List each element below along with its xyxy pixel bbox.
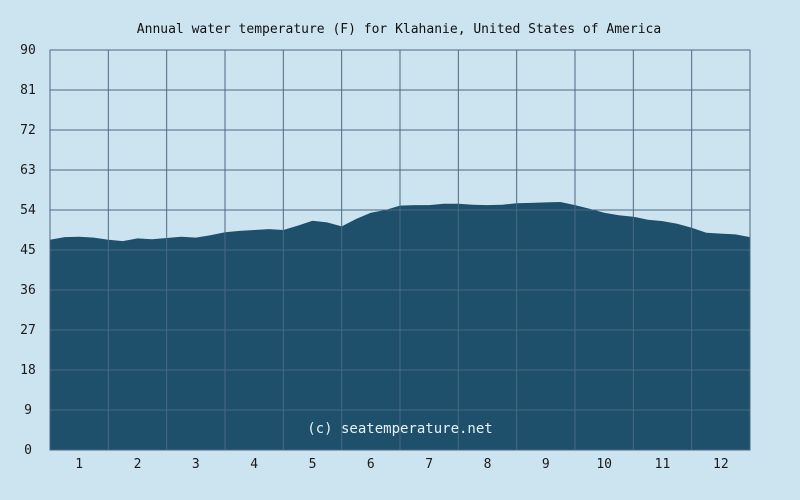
x-tick-label: 6: [367, 457, 375, 472]
chart-credit: (c) seatemperature.net: [307, 421, 492, 437]
x-tick-label: 10: [596, 457, 612, 472]
y-tick-label: 90: [20, 43, 36, 58]
y-tick-label: 81: [20, 83, 36, 98]
y-tick-label: 9: [24, 403, 32, 418]
y-tick-label: 0: [24, 443, 32, 458]
chart-title: Annual water temperature (F) for Klahani…: [137, 22, 661, 37]
y-tick-label: 45: [20, 243, 36, 258]
y-tick-label: 18: [20, 363, 36, 378]
x-tick-label: 12: [713, 457, 729, 472]
x-tick-label: 1: [75, 457, 83, 472]
x-tick-label: 11: [655, 457, 671, 472]
x-tick-label: 8: [484, 457, 492, 472]
y-tick-label: 36: [20, 283, 36, 298]
y-tick-label: 54: [20, 203, 36, 218]
y-tick-label: 63: [20, 163, 36, 178]
x-tick-label: 2: [134, 457, 142, 472]
y-tick-label: 72: [20, 123, 36, 138]
y-tick-label: 27: [20, 323, 36, 338]
x-tick-label: 7: [425, 457, 433, 472]
plot-border: [49, 49, 751, 451]
x-tick-label: 9: [542, 457, 550, 472]
x-tick-label: 5: [309, 457, 317, 472]
x-tick-label: 3: [192, 457, 200, 472]
x-tick-label: 4: [250, 457, 258, 472]
